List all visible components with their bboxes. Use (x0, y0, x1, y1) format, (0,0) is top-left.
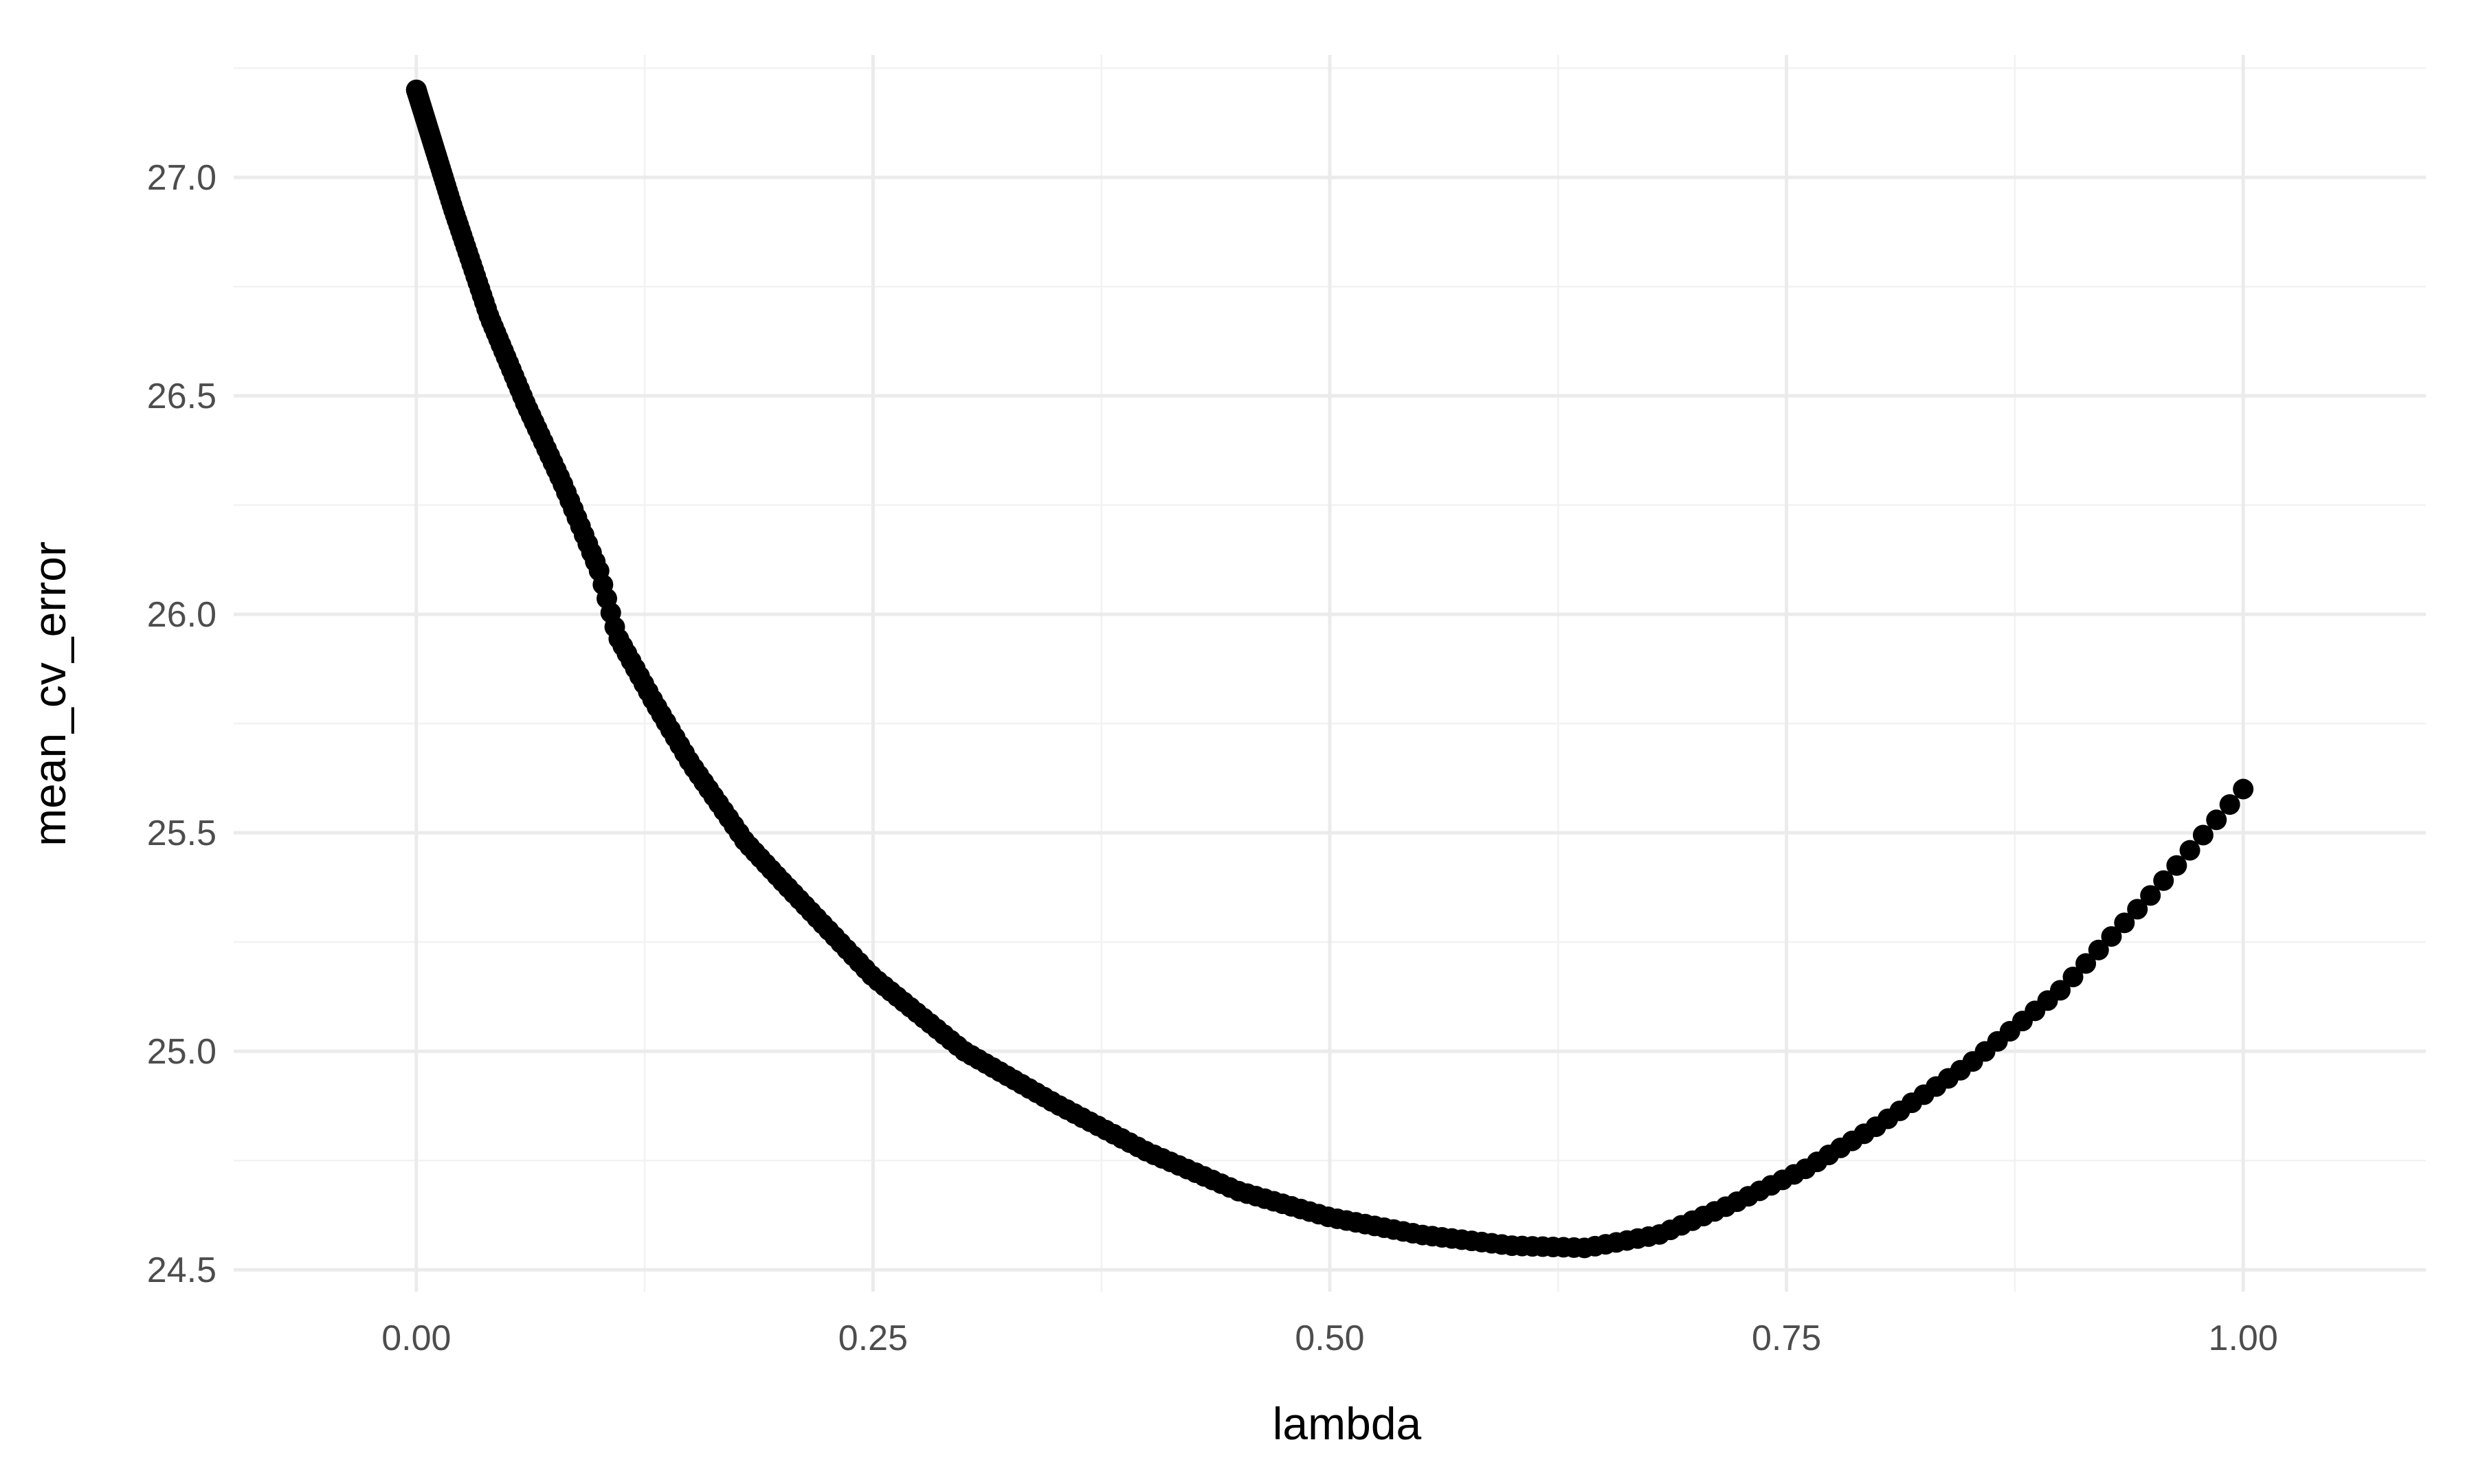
x-tick-label: 0.75 (1752, 1318, 1821, 1358)
data-point (2179, 840, 2200, 861)
data-point (2075, 953, 2097, 974)
x-tick-labels: 0.00 0.25 0.50 0.75 1.00 (381, 1318, 2278, 1358)
y-tick-label: 26.5 (147, 376, 216, 416)
data-point (2114, 912, 2135, 934)
data-point (2127, 899, 2148, 920)
x-tick-label: 0.25 (838, 1318, 908, 1358)
data-points (405, 79, 2254, 1259)
data-point (2153, 870, 2174, 891)
data-point (2062, 967, 2084, 988)
y-tick-label: 26.0 (147, 595, 216, 635)
x-tick-label: 0.00 (381, 1318, 451, 1358)
y-tick-label: 24.5 (147, 1250, 216, 1290)
y-tick-labels: 24.5 25.0 25.5 26.0 26.5 27.0 (147, 158, 216, 1290)
x-axis-title: lambda (1273, 1398, 1422, 1449)
data-point (2206, 809, 2227, 831)
data-point (2101, 926, 2122, 947)
data-point (2192, 824, 2214, 846)
x-tick-label: 1.00 (2209, 1318, 2278, 1358)
major-gridlines (234, 55, 2426, 1292)
data-point (2140, 885, 2161, 906)
data-point (2050, 980, 2071, 1001)
data-point (2233, 778, 2254, 800)
y-axis-title: mean_cv_error (24, 541, 75, 846)
y-tick-label: 25.5 (147, 813, 216, 853)
y-tick-label: 25.0 (147, 1032, 216, 1072)
data-point (2219, 794, 2240, 815)
data-point (2166, 855, 2187, 876)
y-tick-label: 27.0 (147, 158, 216, 198)
x-tick-label: 0.50 (1295, 1318, 1364, 1358)
data-point (2088, 939, 2109, 960)
